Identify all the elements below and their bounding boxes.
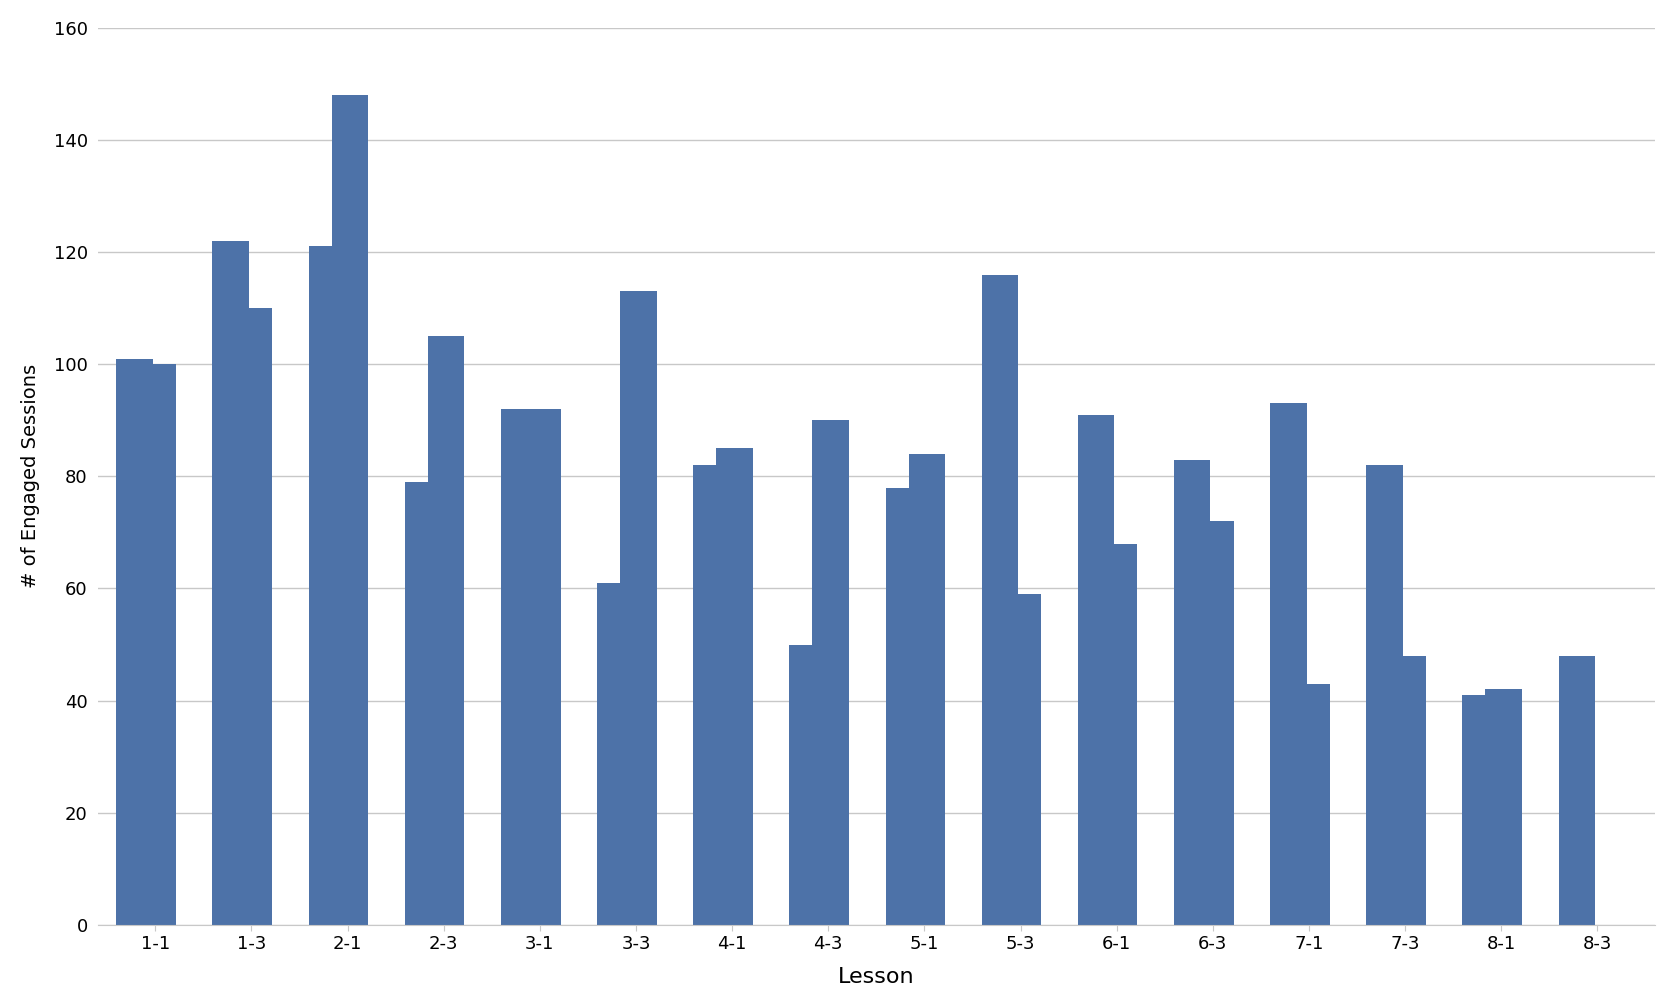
Bar xyxy=(501,409,538,925)
Bar xyxy=(1173,460,1210,925)
X-axis label: Lesson: Lesson xyxy=(838,967,915,987)
Bar xyxy=(789,644,826,925)
Bar xyxy=(427,337,464,925)
Y-axis label: # of Engaged Sessions: # of Engaged Sessions xyxy=(20,364,40,589)
Bar xyxy=(332,95,369,925)
Bar xyxy=(116,359,153,925)
Bar xyxy=(236,308,272,925)
Bar xyxy=(982,274,1019,925)
Bar xyxy=(308,247,345,925)
Bar xyxy=(1004,594,1041,925)
Bar xyxy=(213,241,250,925)
Bar xyxy=(525,409,560,925)
Bar xyxy=(406,482,441,925)
Bar xyxy=(908,454,945,925)
Bar xyxy=(1294,683,1329,925)
Bar xyxy=(1485,689,1522,925)
Bar xyxy=(813,420,850,925)
Bar xyxy=(885,488,922,925)
Bar xyxy=(716,449,753,925)
Bar xyxy=(1197,521,1234,925)
Bar xyxy=(620,291,657,925)
Bar xyxy=(1389,656,1426,925)
Bar xyxy=(1270,403,1307,925)
Bar xyxy=(694,465,729,925)
Bar xyxy=(1559,656,1596,925)
Bar xyxy=(597,583,634,925)
Bar xyxy=(139,364,176,925)
Bar xyxy=(1101,543,1138,925)
Bar xyxy=(1078,414,1115,925)
Bar xyxy=(1366,465,1403,925)
Bar xyxy=(1463,695,1498,925)
